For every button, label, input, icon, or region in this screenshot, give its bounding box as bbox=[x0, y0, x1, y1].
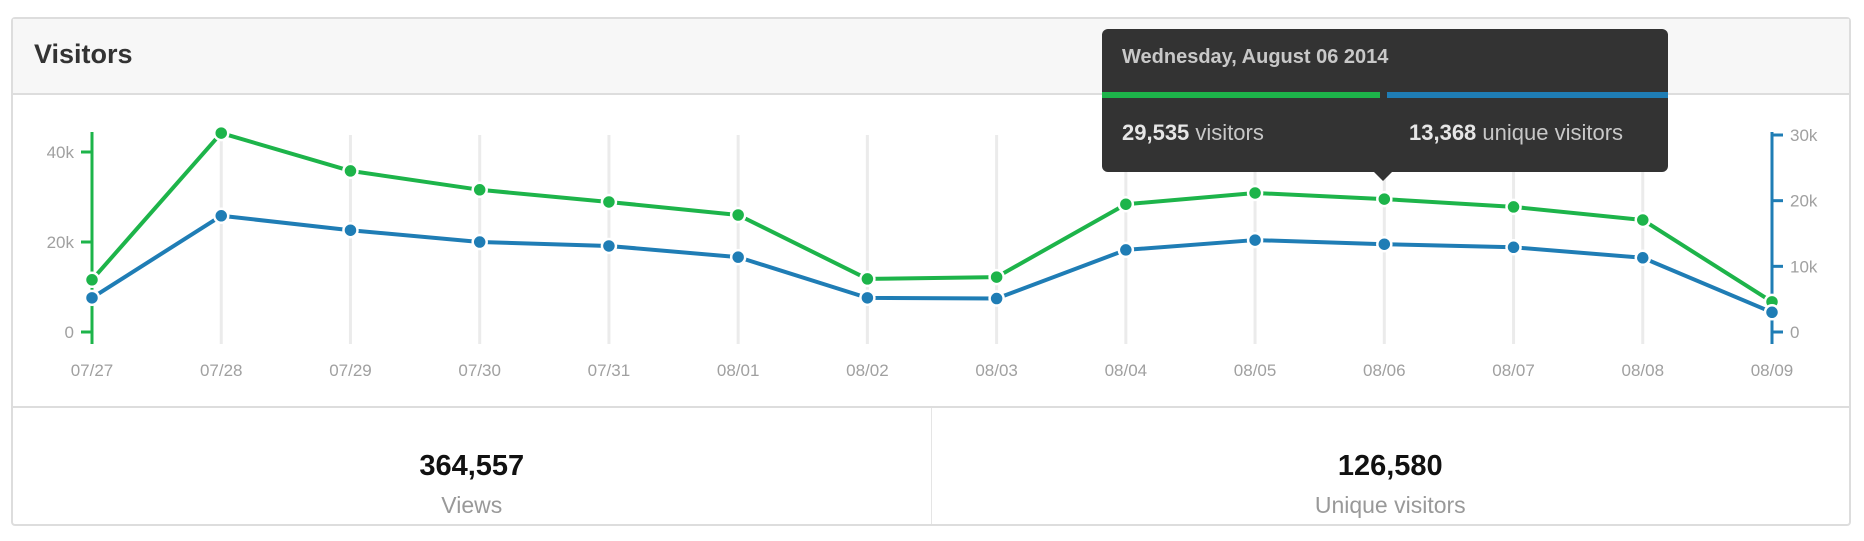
left-axis-tick-label: 0 bbox=[65, 323, 74, 342]
data-point bbox=[1246, 231, 1264, 249]
data-point bbox=[1246, 184, 1264, 202]
data-point bbox=[212, 207, 230, 225]
data-point bbox=[1634, 211, 1652, 229]
x-tick-label: 08/01 bbox=[717, 361, 760, 380]
tooltip-unique-label: unique visitors bbox=[1482, 120, 1624, 145]
tooltip-visitors-value: 29,535 bbox=[1122, 120, 1190, 145]
x-tick-label: 07/28 bbox=[200, 361, 243, 380]
data-point bbox=[1634, 249, 1652, 267]
x-tick-label: 08/02 bbox=[846, 361, 889, 380]
x-tick-label: 07/27 bbox=[71, 361, 114, 380]
stat-views: 364,557 Views bbox=[13, 408, 931, 524]
tooltip-unique-bar bbox=[1387, 92, 1668, 98]
panel-title: Visitors bbox=[34, 39, 133, 69]
data-point bbox=[1505, 198, 1522, 216]
stats-row: 364,557 Views 126,580 Unique visitors bbox=[13, 406, 1849, 524]
x-tick-label: 08/04 bbox=[1105, 361, 1148, 380]
data-point bbox=[471, 181, 488, 199]
data-point bbox=[83, 289, 101, 307]
data-point bbox=[212, 124, 230, 142]
stat-value: 364,557 bbox=[419, 450, 525, 482]
x-tick-label: 08/08 bbox=[1621, 361, 1664, 380]
data-point bbox=[83, 271, 101, 289]
tooltip-arrow bbox=[1374, 172, 1392, 181]
x-tick-label: 07/31 bbox=[588, 361, 631, 380]
data-point bbox=[859, 270, 876, 288]
x-tick-label: 08/03 bbox=[975, 361, 1018, 380]
x-tick-label: 08/06 bbox=[1363, 361, 1406, 380]
data-point bbox=[1505, 239, 1522, 256]
stat-value: 126,580 bbox=[1337, 450, 1443, 482]
left-axis-tick-label: 20k bbox=[47, 233, 75, 252]
data-point bbox=[1117, 241, 1135, 259]
series-line-unique-visitors bbox=[90, 213, 1773, 315]
right-axis-tick-label: 0 bbox=[1790, 323, 1799, 342]
left-axis-tick-label: 40k bbox=[47, 143, 75, 162]
x-tick-label: 08/09 bbox=[1751, 361, 1794, 380]
x-tick-label: 07/29 bbox=[329, 361, 372, 380]
right-axis-tick-label: 20k bbox=[1790, 192, 1818, 211]
data-point bbox=[859, 289, 876, 307]
tooltip-unique: 13,368 unique visitors bbox=[1409, 120, 1623, 146]
data-point bbox=[471, 233, 488, 251]
x-tick-label: 07/30 bbox=[458, 361, 501, 380]
data-point bbox=[729, 248, 747, 266]
data-point bbox=[1376, 190, 1393, 208]
x-tick-label: 08/05 bbox=[1234, 361, 1277, 380]
tooltip-visitors-label: visitors bbox=[1195, 120, 1264, 145]
x-tick-label: 08/07 bbox=[1492, 361, 1535, 380]
stat-label: Unique visitors bbox=[1314, 492, 1466, 518]
tooltip-date: Wednesday, August 06 2014 bbox=[1122, 46, 1389, 68]
data-point bbox=[729, 206, 747, 224]
data-point bbox=[600, 193, 618, 211]
stat-unique-visitors: 126,580 Unique visitors bbox=[930, 408, 1850, 524]
series-line-visitors bbox=[90, 131, 1774, 304]
tooltip-unique-value: 13,368 bbox=[1409, 120, 1477, 145]
data-point bbox=[988, 268, 1005, 286]
data-point bbox=[600, 237, 618, 255]
data-point bbox=[342, 221, 359, 239]
data-point bbox=[1376, 235, 1393, 253]
chart-tooltip: Wednesday, August 06 2014 29,535 visitor… bbox=[1102, 29, 1668, 181]
stat-label: Views bbox=[441, 492, 503, 518]
tooltip-visitors-bar bbox=[1102, 92, 1380, 98]
data-point bbox=[988, 290, 1005, 307]
right-axis-tick-label: 30k bbox=[1790, 126, 1818, 145]
right-axis-tick-label: 10k bbox=[1790, 257, 1818, 276]
data-point bbox=[342, 162, 359, 180]
data-point bbox=[1117, 195, 1135, 213]
tooltip-visitors: 29,535 visitors bbox=[1122, 120, 1264, 146]
data-point bbox=[1763, 304, 1781, 321]
